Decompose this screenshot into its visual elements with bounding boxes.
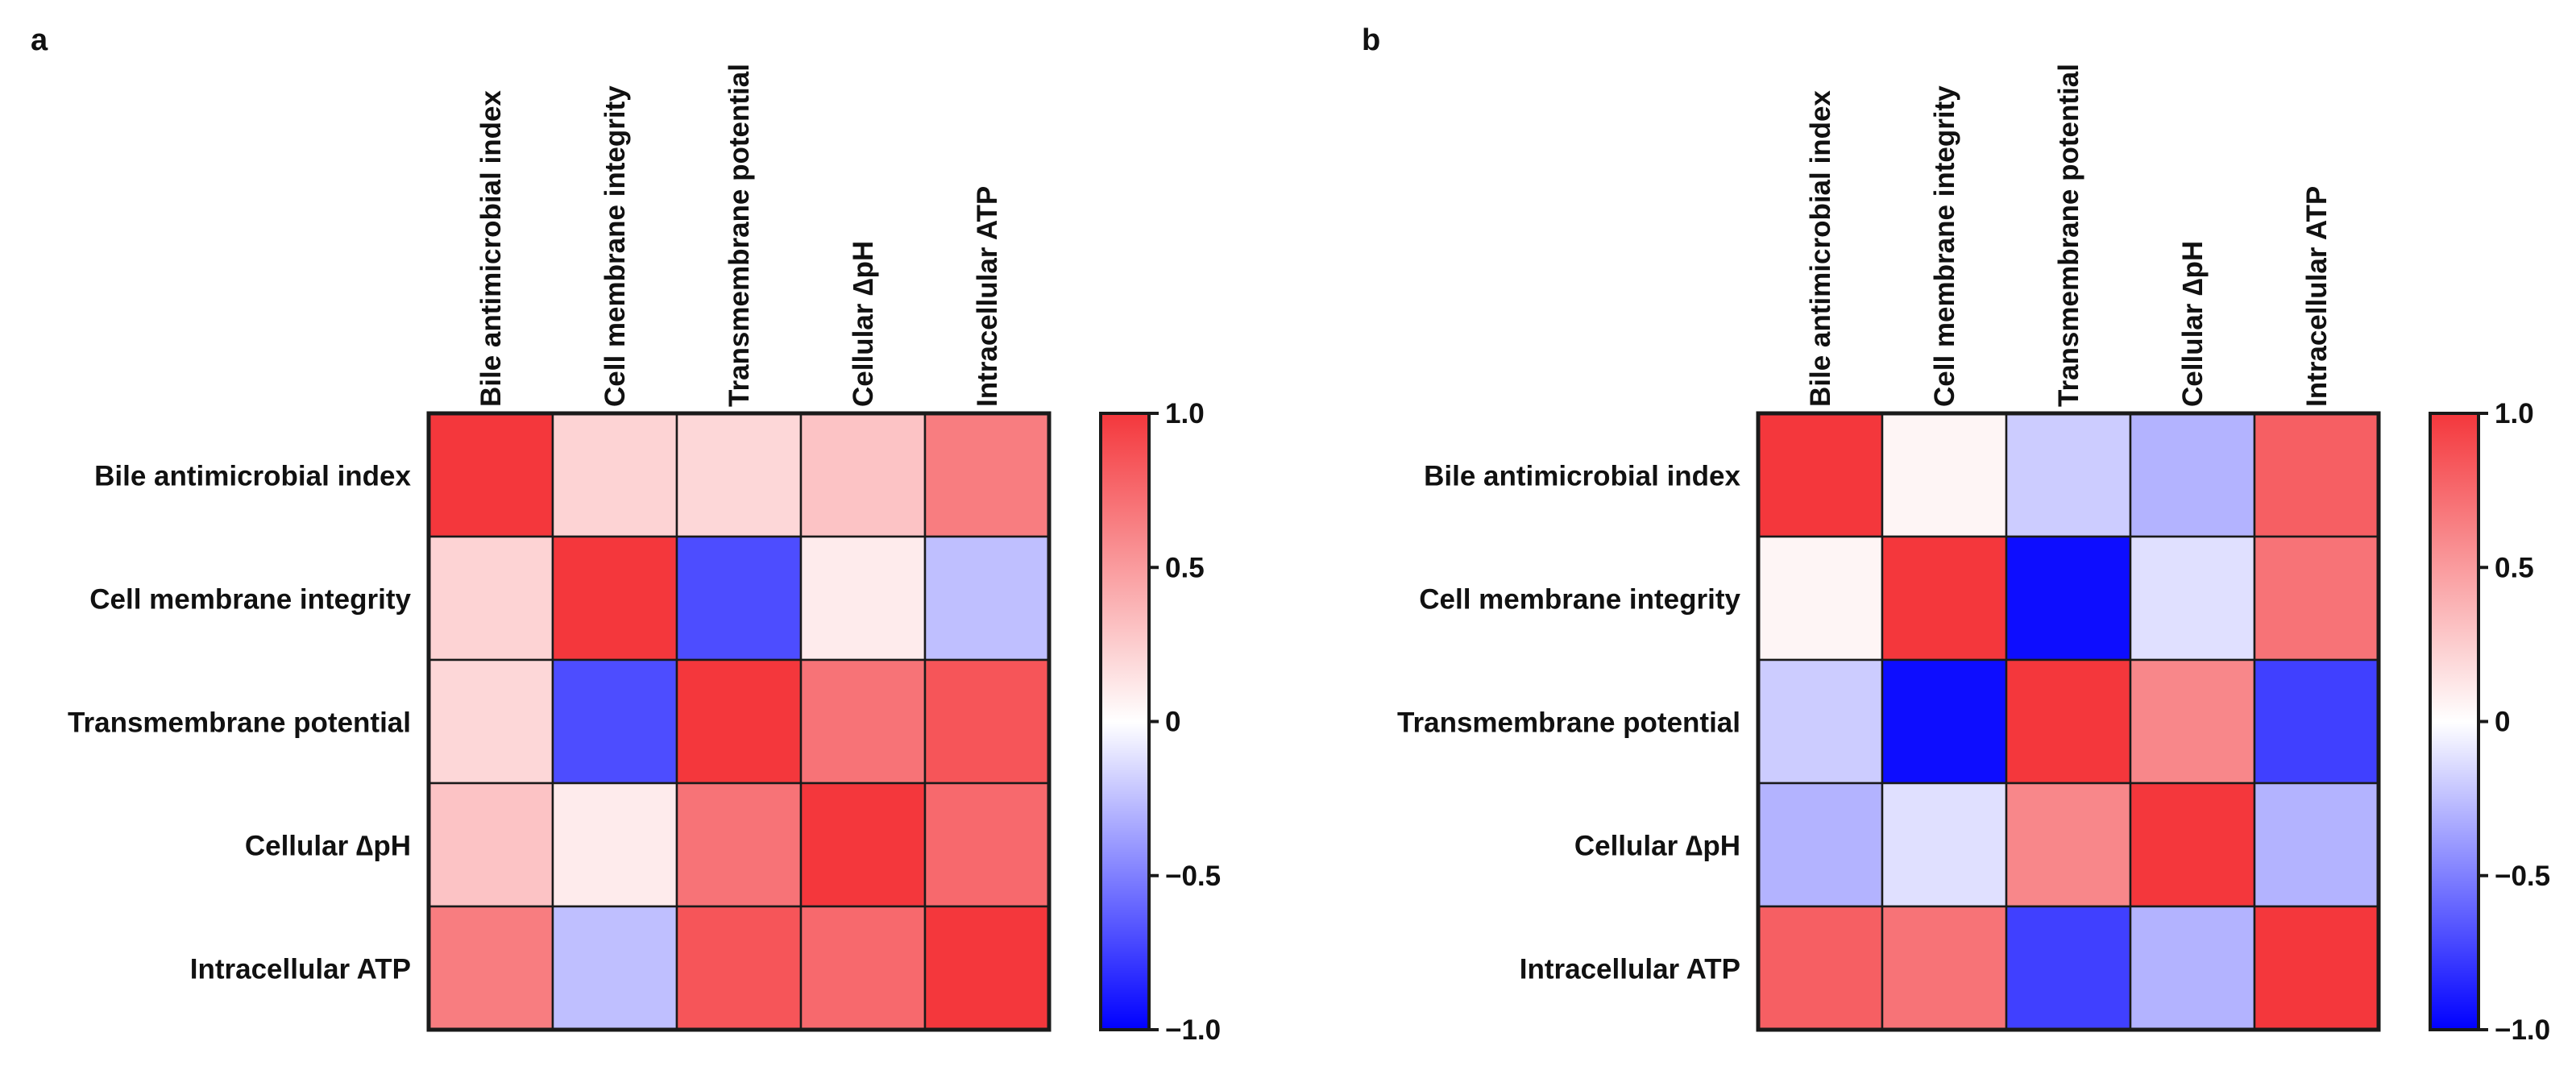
row-label: Transmembrane potential	[68, 707, 411, 739]
heatmap-cell	[2129, 782, 2256, 908]
heatmap-cell	[1881, 782, 2008, 908]
colorbar-tick-label: 0	[1165, 707, 1180, 738]
column-label: Bile antimicrobial index	[475, 90, 507, 407]
heatmap-cell	[2005, 905, 2132, 1031]
heatmap-cell	[923, 535, 1051, 661]
heatmap-cell	[551, 658, 678, 785]
colorbar-tick-label: 0.5	[2495, 552, 2534, 583]
column-label: Cell membrane integrity	[1929, 85, 1960, 407]
column-label: Transmembrane potential	[2053, 64, 2084, 407]
row-label: Cell membrane integrity	[1419, 584, 1740, 616]
heatmap-cell	[1881, 412, 2008, 538]
heatmap-cell	[2253, 535, 2380, 661]
heatmap-cell	[799, 412, 927, 538]
heatmap-cell	[923, 412, 1051, 538]
colorbar-tick-label: 0	[2495, 707, 2510, 738]
row-label: Cellular ∆pH	[245, 831, 411, 862]
row-label: Bile antimicrobial index	[1424, 461, 1740, 492]
column-label: Intracellular ATP	[972, 186, 1003, 407]
heatmap-cell	[427, 412, 554, 538]
column-label: Cellular ∆pH	[2177, 241, 2209, 407]
heatmap-cell	[2129, 905, 2256, 1031]
column-label: Cellular ∆pH	[848, 241, 879, 407]
heatmap-cell	[1881, 535, 2008, 661]
heatmap-cell	[799, 535, 927, 661]
heatmap-cell	[551, 412, 678, 538]
column-label: Transmembrane potential	[724, 64, 755, 407]
heatmap-cell	[799, 782, 927, 908]
heatmap-cell	[1881, 905, 2008, 1031]
heatmap-cell	[2005, 658, 2132, 785]
heatmap-cell	[675, 535, 803, 661]
heatmap-cell	[1757, 658, 1884, 785]
heatmap-cell	[1757, 782, 1884, 908]
heatmap-cell	[799, 905, 927, 1031]
heatmap-cell	[2005, 412, 2132, 538]
row-label: Intracellular ATP	[190, 954, 411, 985]
heatmap-cell	[2129, 412, 2256, 538]
heatmap-cell	[1757, 412, 1884, 538]
column-label: Cell membrane integrity	[599, 85, 631, 407]
row-label: Intracellular ATP	[1520, 954, 1740, 985]
row-label: Cellular ∆pH	[1574, 831, 1740, 862]
heatmap-cell	[675, 905, 803, 1031]
colorbar-tick-label: 0.5	[1165, 552, 1205, 583]
heatmap-cell	[2253, 658, 2380, 785]
heatmap-cell	[923, 658, 1051, 785]
heatmap-cell	[551, 535, 678, 661]
heatmap-cell	[2129, 535, 2256, 661]
heatmap-cell	[2253, 412, 2380, 538]
heatmap-cell	[551, 905, 678, 1031]
colorbar-tick-label: −1.0	[1165, 1014, 1221, 1046]
heatmap-cell	[923, 782, 1051, 908]
heatmap-cell	[1757, 535, 1884, 661]
heatmap-cell	[427, 905, 554, 1031]
heatmap-cell	[551, 782, 678, 908]
colorbar-tick-label: −0.5	[2495, 861, 2550, 892]
colorbar-tick-label: −1.0	[2495, 1014, 2550, 1046]
row-label: Cell membrane integrity	[89, 584, 411, 616]
heatmap-frame	[1756, 411, 2381, 1032]
heatmap-cell	[2005, 535, 2132, 661]
colorbar	[2429, 412, 2480, 1031]
heatmap-cell	[799, 658, 927, 785]
colorbar	[1099, 412, 1151, 1031]
heatmap-cell	[2253, 782, 2380, 908]
heatmap-cell	[2253, 905, 2380, 1031]
heatmap-cell	[1757, 905, 1884, 1031]
panel-label: a	[31, 23, 48, 57]
heatmap-cell	[675, 782, 803, 908]
heatmap-cell	[427, 782, 554, 908]
panel-label: b	[1362, 23, 1380, 57]
heatmap-panel-b: b Bile antimicrobial index Cell membrane i…	[1362, 23, 2550, 1046]
heatmap-cell	[1881, 658, 2008, 785]
heatmap-cell	[923, 905, 1051, 1031]
heatmap-cell	[675, 658, 803, 785]
heatmap-frame	[426, 411, 1052, 1032]
heatmap-cell	[675, 412, 803, 538]
row-label: Bile antimicrobial index	[94, 461, 411, 492]
heatmap-cell	[2005, 782, 2132, 908]
colorbar-tick-label: 1.0	[2495, 398, 2534, 429]
row-label: Transmembrane potential	[1397, 707, 1740, 739]
colorbar-tick-label: −0.5	[1165, 861, 1221, 892]
colorbar-tick-label: 1.0	[1165, 398, 1205, 429]
heatmap-cell	[427, 658, 554, 785]
column-label: Bile antimicrobial index	[1805, 90, 1836, 407]
heatmap-cell	[2129, 658, 2256, 785]
heatmap-panel-a: a Bile antimicrobial index Cell membrane i…	[31, 23, 1221, 1046]
heatmap-cell	[427, 535, 554, 661]
column-label: Intracellular ATP	[2301, 186, 2333, 407]
